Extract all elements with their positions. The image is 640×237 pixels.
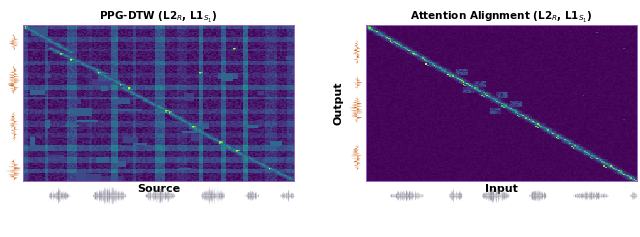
Title: PPG-DTW (L2$_R$, L1$_{S_1}$): PPG-DTW (L2$_R$, L1$_{S_1}$) — [99, 10, 218, 25]
X-axis label: Source: Source — [137, 184, 180, 194]
Y-axis label: Output: Output — [333, 81, 344, 125]
X-axis label: Input: Input — [485, 184, 518, 194]
Title: Attention Alignment (L2$_R$, L1$_{S_1}$): Attention Alignment (L2$_R$, L1$_{S_1}$) — [410, 10, 593, 25]
